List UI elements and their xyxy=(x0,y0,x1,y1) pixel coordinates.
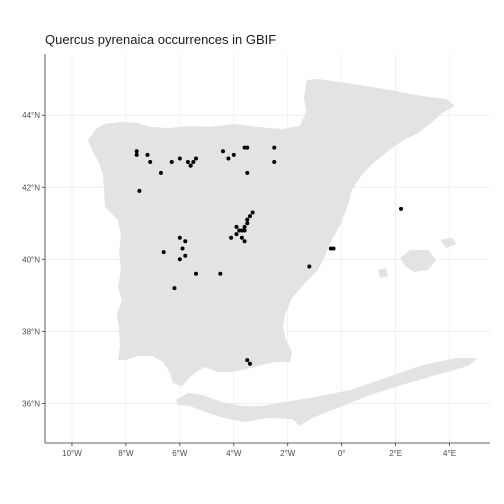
occurrence-point xyxy=(247,214,252,219)
occurrence-point xyxy=(134,152,139,157)
occurrence-point xyxy=(234,232,239,237)
y-tick-label: 38°N xyxy=(22,327,40,336)
occurrence-point xyxy=(183,239,188,244)
occurrence-point xyxy=(177,156,182,161)
menorca-island xyxy=(440,238,456,248)
occurrence-point xyxy=(247,361,252,366)
x-tick-label: 2°E xyxy=(389,449,402,458)
occurrence-point xyxy=(177,257,182,262)
occurrence-point xyxy=(237,228,242,233)
occurrence-point xyxy=(242,239,247,244)
y-tick-label: 42°N xyxy=(22,183,40,192)
occurrence-point xyxy=(158,170,163,175)
occurrence-point xyxy=(234,224,239,229)
occurrence-point xyxy=(242,228,247,233)
occurrence-points xyxy=(134,145,403,366)
occurrence-point xyxy=(331,246,336,251)
occurrence-point xyxy=(172,286,177,291)
occurrence-point xyxy=(307,264,312,269)
occurrence-point xyxy=(231,152,236,157)
occurrence-point xyxy=(218,271,223,276)
occurrence-point xyxy=(161,250,166,255)
occurrence-point xyxy=(134,149,139,154)
y-tick-label: 36°N xyxy=(22,399,40,408)
occurrence-point xyxy=(245,145,250,150)
occurrence-point xyxy=(185,160,190,165)
occurrence-point xyxy=(191,160,196,165)
occurrence-point xyxy=(183,253,188,258)
x-tick-label: 0° xyxy=(338,449,346,458)
chart-title: Quercus pyrenaica occurrences in GBIF xyxy=(45,32,276,47)
occurrence-point xyxy=(188,163,193,168)
y-tick-label: 40°N xyxy=(22,255,40,264)
occurrence-point xyxy=(245,358,250,363)
iberian-landmass xyxy=(88,79,478,426)
occurrence-point xyxy=(245,170,250,175)
x-tick-label: 6°W xyxy=(172,449,188,458)
occurrence-point xyxy=(194,271,199,276)
occurrence-point xyxy=(226,156,231,161)
y-tick-label: 44°N xyxy=(22,111,40,120)
axes xyxy=(44,54,490,444)
occurrence-point xyxy=(272,160,277,165)
occurrence-point xyxy=(399,206,403,211)
mallorca-island xyxy=(400,250,436,272)
y-axis-ticks: 36°N 38°N 40°N 42°N 44°N xyxy=(22,111,45,408)
occurrence-point xyxy=(177,235,182,240)
iberian-peninsula-shape xyxy=(88,79,455,386)
occurrence-point xyxy=(245,221,250,226)
x-tick-label: 2°W xyxy=(280,449,296,458)
x-tick-label: 10°W xyxy=(62,449,82,458)
x-axis-ticks: 10°W 8°W 6°W 4°W 2°W 0° 2°E 4°E xyxy=(62,443,456,458)
x-tick-label: 4°W xyxy=(226,449,242,458)
occurrence-point xyxy=(169,160,174,165)
x-tick-label: 8°W xyxy=(118,449,134,458)
occurrence-point xyxy=(239,235,244,240)
occurrence-point xyxy=(148,160,153,165)
occurrence-point xyxy=(137,188,142,193)
occurrence-point xyxy=(272,145,277,150)
occurrence-point xyxy=(145,152,150,157)
occurrence-point xyxy=(180,246,185,251)
occurrence-point xyxy=(194,156,199,161)
occurrence-point xyxy=(242,224,247,229)
occurrence-point xyxy=(245,217,250,222)
occurrence-point xyxy=(229,235,234,240)
x-tick-label: 4°E xyxy=(443,449,456,458)
occurrence-point xyxy=(221,149,225,154)
north-africa-coast xyxy=(176,358,478,426)
ibiza-island xyxy=(378,268,388,278)
occurrence-point xyxy=(250,210,255,215)
